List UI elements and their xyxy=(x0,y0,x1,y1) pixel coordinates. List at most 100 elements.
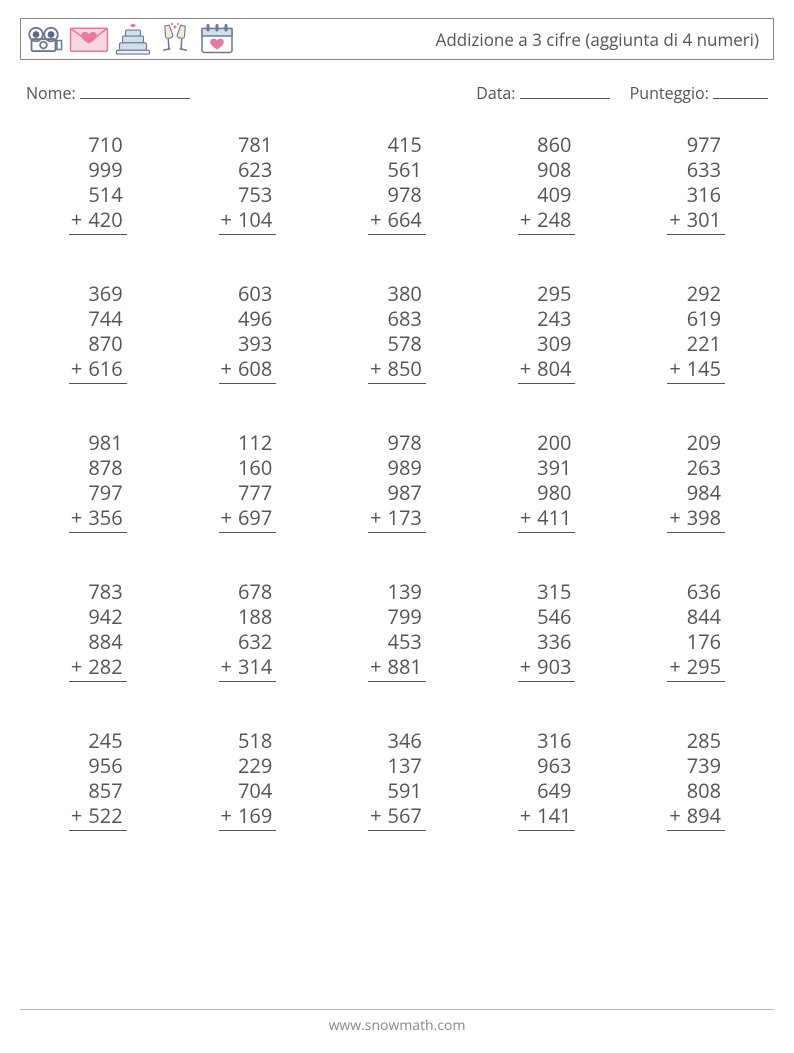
problem-stack: 783942884+282 xyxy=(69,579,127,682)
addend: 137 xyxy=(368,753,426,778)
addend: 808 xyxy=(667,778,725,803)
problem: 860908409+248 xyxy=(477,132,617,235)
addend: 978 xyxy=(368,182,426,207)
addend: 710 xyxy=(69,132,127,157)
addend: 169 xyxy=(238,803,272,828)
addend: 315 xyxy=(518,579,576,604)
header-icon-row xyxy=(27,22,235,56)
addend: 984 xyxy=(667,480,725,505)
last-addend-line: +894 xyxy=(667,803,725,831)
last-addend-line: +173 xyxy=(368,505,426,533)
problem: 285739808+894 xyxy=(626,728,766,831)
addend: 243 xyxy=(518,306,576,331)
addend: 522 xyxy=(88,803,122,828)
addend: 739 xyxy=(667,753,725,778)
plus-sign: + xyxy=(370,207,387,232)
problem: 783942884+282 xyxy=(28,579,168,682)
footer-divider xyxy=(20,1009,774,1010)
addend: 980 xyxy=(518,480,576,505)
addend: 160 xyxy=(219,455,277,480)
addend: 139 xyxy=(368,579,426,604)
problem-stack: 315546336+903 xyxy=(518,579,576,682)
problem-stack: 603496393+608 xyxy=(219,281,277,384)
addend: 420 xyxy=(88,207,122,232)
addend: 221 xyxy=(667,331,725,356)
addend: 263 xyxy=(667,455,725,480)
addend: 678 xyxy=(219,579,277,604)
header-bar: Addizione a 3 cifre (aggiunta di 4 numer… xyxy=(20,18,774,60)
problem-stack: 295243309+804 xyxy=(518,281,576,384)
problem: 292619221+145 xyxy=(626,281,766,384)
problem: 636844176+295 xyxy=(626,579,766,682)
problem-stack: 200391980+411 xyxy=(518,430,576,533)
problem-stack: 112160777+697 xyxy=(219,430,277,533)
plus-sign: + xyxy=(520,654,537,679)
problem: 678188632+314 xyxy=(178,579,318,682)
worksheet-page: Addizione a 3 cifre (aggiunta di 4 numer… xyxy=(0,0,794,1053)
plus-sign: + xyxy=(669,505,686,530)
addend: 844 xyxy=(667,604,725,629)
addend: 295 xyxy=(687,654,721,679)
last-addend-line: +145 xyxy=(667,356,725,384)
plus-sign: + xyxy=(669,356,686,381)
last-addend-line: +616 xyxy=(69,356,127,384)
addend: 173 xyxy=(388,505,422,530)
addend: 633 xyxy=(667,157,725,182)
addend: 878 xyxy=(69,455,127,480)
addend: 781 xyxy=(219,132,277,157)
meta-row: Nome: Data: Punteggio: xyxy=(26,82,768,104)
last-addend-line: +411 xyxy=(518,505,576,533)
last-addend-line: +398 xyxy=(667,505,725,533)
addend: 744 xyxy=(69,306,127,331)
addend: 977 xyxy=(667,132,725,157)
addend: 380 xyxy=(368,281,426,306)
last-addend-line: +850 xyxy=(368,356,426,384)
addend: 616 xyxy=(88,356,122,381)
addend: 309 xyxy=(518,331,576,356)
addend: 783 xyxy=(69,579,127,604)
addend: 104 xyxy=(238,207,272,232)
problem: 315546336+903 xyxy=(477,579,617,682)
addend: 623 xyxy=(219,157,277,182)
name-blank[interactable] xyxy=(80,84,190,99)
plus-sign: + xyxy=(520,803,537,828)
plus-sign: + xyxy=(520,207,537,232)
addend: 987 xyxy=(368,480,426,505)
addend: 409 xyxy=(518,182,576,207)
addend: 608 xyxy=(238,356,272,381)
last-addend-line: +169 xyxy=(219,803,277,831)
plus-sign: + xyxy=(71,207,88,232)
problem-stack: 292619221+145 xyxy=(667,281,725,384)
last-addend-line: +664 xyxy=(368,207,426,235)
addend: 850 xyxy=(388,356,422,381)
addend: 870 xyxy=(69,331,127,356)
addend: 664 xyxy=(388,207,422,232)
plus-sign: + xyxy=(370,505,387,530)
score-blank[interactable] xyxy=(713,84,768,99)
addend: 188 xyxy=(219,604,277,629)
problem-stack: 518229704+169 xyxy=(219,728,277,831)
last-addend-line: +804 xyxy=(518,356,576,384)
problem-stack: 316963649+141 xyxy=(518,728,576,831)
addend: 453 xyxy=(368,629,426,654)
addend: 391 xyxy=(518,455,576,480)
date-blank[interactable] xyxy=(520,84,610,99)
addend: 981 xyxy=(69,430,127,455)
problem: 209263984+398 xyxy=(626,430,766,533)
plus-sign: + xyxy=(71,505,88,530)
last-addend-line: +301 xyxy=(667,207,725,235)
addend: 804 xyxy=(537,356,571,381)
last-addend-line: +356 xyxy=(69,505,127,533)
addend: 496 xyxy=(219,306,277,331)
last-addend-line: +282 xyxy=(69,654,127,682)
addend: 229 xyxy=(219,753,277,778)
last-addend-line: +567 xyxy=(368,803,426,831)
addend: 603 xyxy=(219,281,277,306)
champagne-glasses-icon xyxy=(157,22,193,56)
addend: 857 xyxy=(69,778,127,803)
plus-sign: + xyxy=(71,803,88,828)
addend: 591 xyxy=(368,778,426,803)
addend: 561 xyxy=(368,157,426,182)
addend: 860 xyxy=(518,132,576,157)
addend: 884 xyxy=(69,629,127,654)
